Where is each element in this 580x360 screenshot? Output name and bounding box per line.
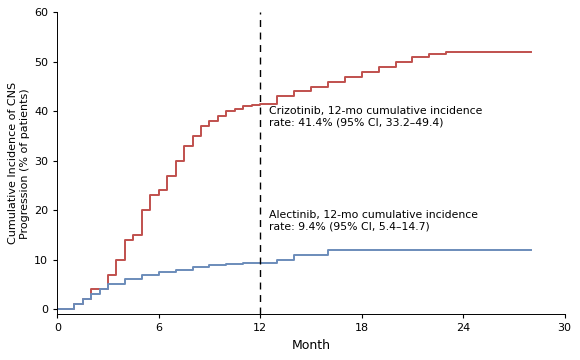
Text: Crizotinib, 12-mo cumulative incidence
rate: 41.4% (95% CI, 33.2–49.4): Crizotinib, 12-mo cumulative incidence r…	[269, 106, 482, 128]
X-axis label: Month: Month	[292, 339, 331, 352]
Y-axis label: Cumulative Incidence of CNS
Progression (% of patients): Cumulative Incidence of CNS Progression …	[8, 82, 30, 244]
Text: Alectinib, 12-mo cumulative incidence
rate: 9.4% (95% CI, 5.4–14.7): Alectinib, 12-mo cumulative incidence ra…	[269, 210, 478, 232]
